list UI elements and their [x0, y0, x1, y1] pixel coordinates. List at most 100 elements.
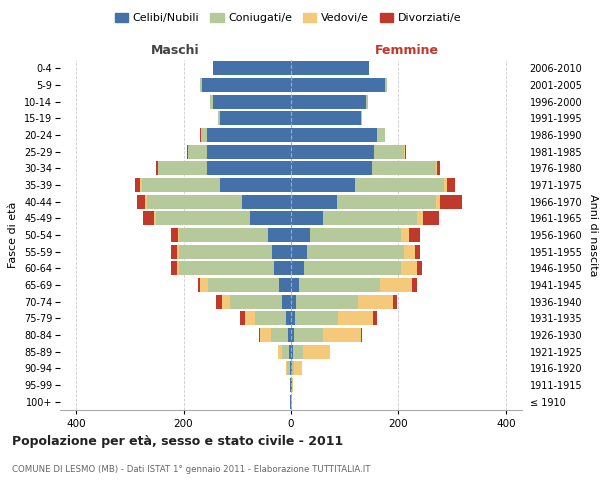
Bar [268, 228, 291, 242]
Bar [437, 162, 440, 175]
Bar [436, 162, 437, 175]
Bar [171, 228, 178, 242]
Bar [287, 361, 290, 376]
Bar [374, 144, 404, 159]
Bar [380, 278, 412, 292]
Bar [222, 294, 230, 308]
Bar [197, 278, 200, 292]
Bar [154, 211, 155, 226]
Bar [220, 178, 291, 192]
Bar [187, 144, 188, 159]
Bar [291, 228, 310, 242]
Bar [207, 162, 291, 175]
Bar [271, 328, 288, 342]
Text: Femmine: Femmine [374, 44, 439, 57]
Bar [292, 378, 293, 392]
Legend: Celibi/Nubili, Coniugati/e, Vedovi/e, Divorziati/e: Celibi/Nubili, Coniugati/e, Vedovi/e, Di… [110, 8, 466, 28]
Bar [286, 361, 287, 376]
Bar [366, 94, 368, 109]
Bar [361, 328, 362, 342]
Bar [291, 194, 337, 209]
Bar [179, 228, 268, 242]
Text: COMUNE DI LESMO (MB) - Dati ISTAT 1° gennaio 2011 - Elaborazione TUTTITALIA.IT: COMUNE DI LESMO (MB) - Dati ISTAT 1° gen… [12, 465, 371, 474]
Bar [291, 344, 293, 359]
Bar [259, 328, 260, 342]
Bar [417, 211, 422, 226]
Bar [412, 278, 417, 292]
Bar [291, 361, 292, 376]
Bar [188, 144, 207, 159]
Bar [310, 228, 401, 242]
Bar [279, 278, 291, 292]
Bar [405, 144, 406, 159]
Bar [401, 228, 409, 242]
Bar [142, 178, 220, 192]
Bar [140, 178, 142, 192]
Bar [286, 311, 291, 326]
Bar [371, 162, 436, 175]
Bar [393, 294, 397, 308]
Bar [218, 112, 220, 126]
Bar [240, 311, 245, 326]
Bar [288, 328, 291, 342]
Bar [178, 228, 179, 242]
Bar [436, 194, 440, 209]
Bar [404, 244, 415, 259]
Bar [211, 94, 212, 109]
Bar [201, 128, 207, 142]
Bar [137, 194, 145, 209]
Bar [415, 244, 420, 259]
Bar [323, 328, 361, 342]
Bar [444, 178, 447, 192]
Bar [179, 244, 272, 259]
Bar [373, 311, 377, 326]
Bar [417, 261, 422, 276]
Text: Maschi: Maschi [151, 44, 200, 57]
Bar [156, 162, 158, 175]
Bar [401, 261, 417, 276]
Bar [200, 278, 208, 292]
Bar [291, 244, 307, 259]
Bar [409, 228, 420, 242]
Bar [295, 311, 338, 326]
Bar [377, 128, 385, 142]
Text: Popolazione per età, sesso e stato civile - 2011: Popolazione per età, sesso e stato civil… [12, 435, 343, 448]
Bar [358, 294, 393, 308]
Bar [171, 244, 176, 259]
Bar [245, 311, 255, 326]
Bar [283, 294, 291, 308]
Bar [291, 261, 304, 276]
Bar [291, 94, 366, 109]
Bar [292, 361, 293, 376]
Bar [145, 194, 147, 209]
Bar [134, 178, 140, 192]
Bar [293, 361, 302, 376]
Bar [207, 144, 291, 159]
Bar [404, 144, 405, 159]
Bar [147, 194, 242, 209]
Bar [272, 244, 291, 259]
Bar [291, 144, 374, 159]
Bar [291, 211, 323, 226]
Bar [291, 62, 369, 76]
Bar [207, 128, 291, 142]
Bar [361, 112, 362, 126]
Bar [260, 328, 271, 342]
Bar [440, 194, 462, 209]
Bar [355, 178, 444, 192]
Bar [278, 344, 283, 359]
Bar [155, 211, 250, 226]
Bar [289, 344, 291, 359]
Bar [291, 294, 296, 308]
Bar [179, 261, 274, 276]
Bar [250, 211, 291, 226]
Bar [337, 194, 436, 209]
Bar [291, 112, 361, 126]
Bar [158, 162, 207, 175]
Bar [212, 94, 291, 109]
Bar [291, 78, 385, 92]
Y-axis label: Fasce di età: Fasce di età [8, 202, 19, 268]
Bar [299, 278, 380, 292]
Bar [255, 311, 286, 326]
Bar [304, 261, 401, 276]
